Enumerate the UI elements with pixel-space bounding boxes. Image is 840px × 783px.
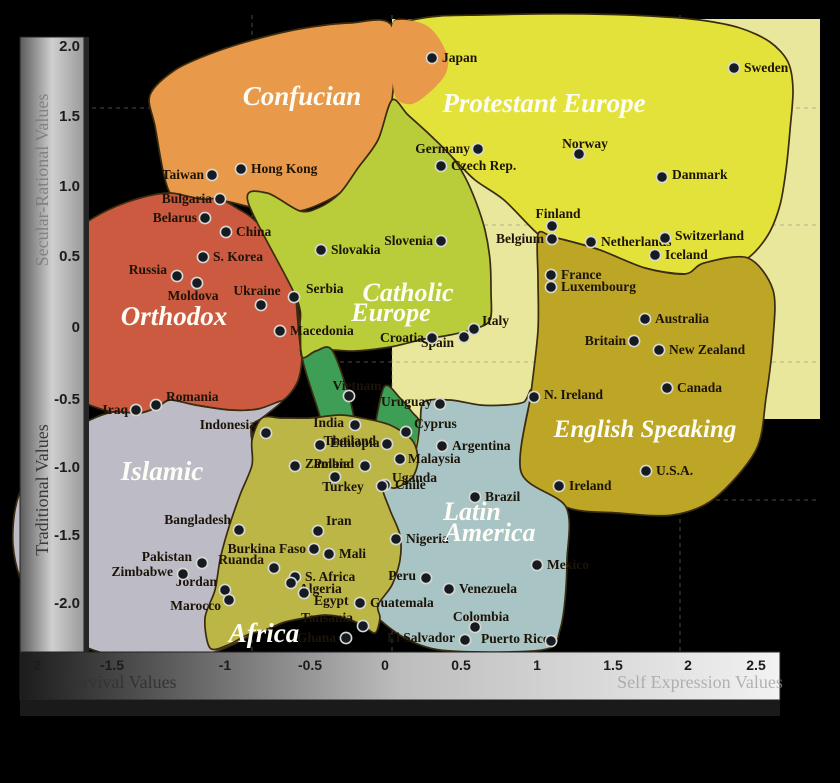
svg-text:Turkey: Turkey: [322, 479, 364, 494]
svg-text:Tansania: Tansania: [301, 610, 353, 625]
svg-text:Macedonia: Macedonia: [290, 323, 354, 338]
svg-text:1: 1: [533, 657, 541, 673]
svg-text:Puerto Rico: Puerto Rico: [481, 631, 550, 646]
svg-text:1.5: 1.5: [59, 108, 80, 125]
svg-text:Iceland: Iceland: [665, 247, 708, 262]
svg-text:Danmark: Danmark: [672, 167, 728, 182]
svg-text:Africa: Africa: [227, 618, 300, 648]
svg-text:Australia: Australia: [655, 311, 709, 326]
svg-text:Hong Kong: Hong Kong: [251, 161, 318, 176]
svg-text:Italy: Italy: [482, 313, 509, 328]
svg-text:Finland: Finland: [535, 206, 581, 221]
svg-text:Protestant Europe: Protestant Europe: [441, 88, 645, 118]
svg-text:-0.5: -0.5: [298, 657, 322, 673]
svg-text:Islamic: Islamic: [120, 456, 204, 486]
svg-text:Mali: Mali: [339, 546, 366, 561]
svg-text:Belgium: Belgium: [496, 231, 545, 246]
svg-text:Ethiopia: Ethiopia: [330, 435, 380, 450]
svg-text:Taiwan: Taiwan: [162, 167, 205, 182]
svg-text:-1.5: -1.5: [100, 657, 124, 673]
svg-text:2.5: 2.5: [746, 657, 766, 673]
svg-text:Orthodox: Orthodox: [121, 301, 228, 331]
svg-text:Britain: Britain: [585, 333, 627, 348]
svg-text:Self Expression Values: Self Expression Values: [617, 672, 783, 692]
svg-text:Slovakia: Slovakia: [331, 242, 381, 257]
svg-text:Ghana: Ghana: [297, 630, 336, 645]
svg-text:Malaysia: Malaysia: [408, 451, 461, 466]
svg-text:Romania: Romania: [166, 389, 219, 404]
svg-text:Egypt: Egypt: [314, 593, 349, 608]
svg-text:0.5: 0.5: [451, 657, 471, 673]
svg-text:U.S.A.: U.S.A.: [656, 463, 693, 478]
svg-text:-0.5: -0.5: [54, 391, 80, 408]
svg-text:-2.0: -2.0: [54, 595, 80, 612]
svg-text:Bangladesh: Bangladesh: [164, 512, 231, 527]
svg-text:1.5: 1.5: [603, 657, 623, 673]
svg-text:2: 2: [684, 657, 692, 673]
svg-text:1.0: 1.0: [59, 178, 80, 195]
svg-text:Traditional Values: Traditional Values: [32, 424, 52, 556]
svg-text:America: America: [443, 518, 536, 547]
svg-text:China: China: [236, 224, 272, 239]
svg-text:S. Korea: S. Korea: [213, 249, 263, 264]
svg-text:0: 0: [72, 319, 80, 336]
svg-text:Guatemala: Guatemala: [370, 595, 434, 610]
svg-text:Belarus: Belarus: [153, 210, 197, 225]
svg-text:Ruanda: Ruanda: [218, 552, 264, 567]
svg-text:Survival Values: Survival Values: [63, 672, 176, 692]
svg-text:Croatia: Croatia: [380, 330, 424, 345]
svg-text:-1: -1: [219, 657, 232, 673]
svg-text:Luxembourg: Luxembourg: [561, 279, 636, 294]
svg-text:Germany: Germany: [415, 141, 470, 156]
svg-text:Canada: Canada: [677, 380, 722, 395]
svg-text:Iraq: Iraq: [102, 402, 128, 417]
svg-text:Vietnam: Vietnam: [333, 378, 383, 393]
svg-text:Ukraine: Ukraine: [233, 283, 280, 298]
svg-text:Uruguay: Uruguay: [381, 394, 432, 409]
svg-text:Iran: Iran: [326, 513, 352, 528]
svg-text:Uganda: Uganda: [392, 470, 437, 485]
svg-text:India: India: [313, 415, 344, 430]
svg-text:0.5: 0.5: [59, 248, 80, 265]
svg-text:Europe: Europe: [350, 298, 430, 327]
svg-text:Switzerland: Switzerland: [675, 228, 744, 243]
svg-text:Indonesia: Indonesia: [200, 417, 257, 432]
svg-text:Bulgaria: Bulgaria: [162, 191, 213, 206]
svg-text:Peru: Peru: [388, 568, 416, 583]
svg-text:Japan: Japan: [442, 50, 478, 65]
svg-text:Czech Rep.: Czech Rep.: [451, 158, 516, 173]
svg-text:Confucian: Confucian: [243, 81, 362, 111]
svg-text:English Speaking: English Speaking: [553, 416, 737, 443]
svg-text:Secular-Rational Values: Secular-Rational Values: [32, 94, 52, 267]
svg-text:Slovenia: Slovenia: [384, 233, 433, 248]
svg-text:-2: -2: [29, 657, 42, 673]
svg-text:Zimbabwe: Zimbabwe: [111, 564, 173, 579]
svg-text:Venezuela: Venezuela: [459, 581, 517, 596]
svg-text:Colombia: Colombia: [453, 609, 510, 624]
svg-text:Marocco: Marocco: [170, 598, 221, 613]
svg-text:Serbia: Serbia: [306, 281, 344, 296]
svg-text:Nigeria: Nigeria: [406, 531, 449, 546]
svg-text:2.0: 2.0: [59, 38, 80, 55]
svg-text:Pakistan: Pakistan: [142, 549, 193, 564]
svg-text:Sweden: Sweden: [744, 60, 789, 75]
svg-text:N. Ireland: N. Ireland: [544, 387, 604, 402]
svg-text:Norway: Norway: [562, 136, 608, 151]
svg-text:Ireland: Ireland: [569, 478, 612, 493]
svg-text:Cyprus: Cyprus: [414, 416, 457, 431]
svg-text:0: 0: [381, 657, 389, 673]
svg-text:El Salvador: El Salvador: [387, 630, 455, 645]
svg-text:New Zealand: New Zealand: [669, 342, 746, 357]
svg-text:Mexico: Mexico: [547, 557, 589, 572]
svg-text:-1.0: -1.0: [54, 459, 80, 476]
svg-text:-1.5: -1.5: [54, 527, 80, 544]
svg-text:Argentina: Argentina: [452, 438, 511, 453]
svg-text:Zambia: Zambia: [305, 456, 350, 471]
svg-text:Russia: Russia: [129, 262, 168, 277]
